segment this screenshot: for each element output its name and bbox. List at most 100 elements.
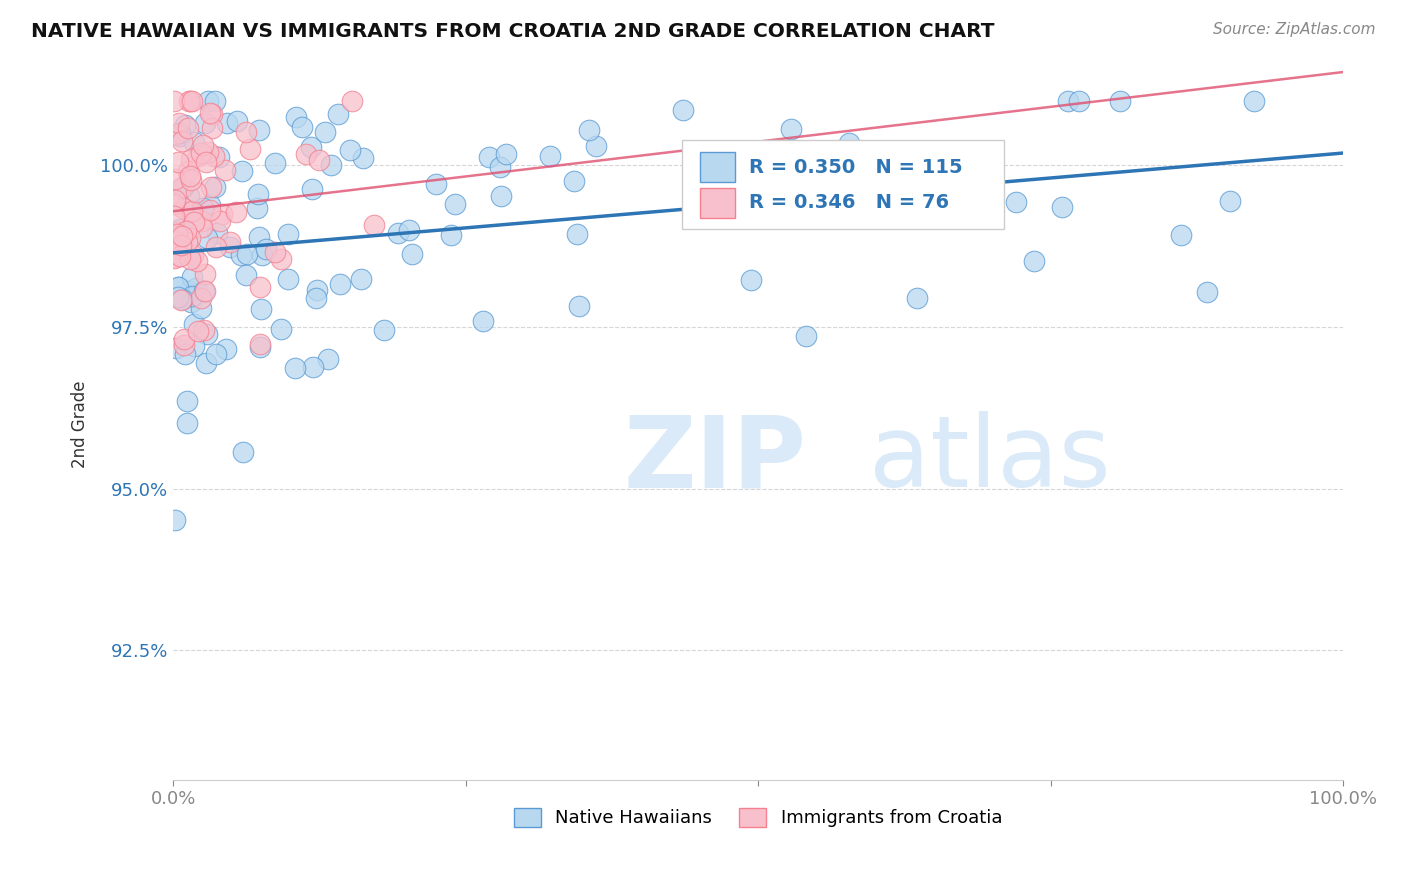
Point	[229, 248, 252, 262]
Point	[307, 283, 329, 297]
Point	[194, 356, 217, 370]
Point	[177, 284, 200, 298]
Point	[163, 94, 186, 108]
Point	[184, 281, 207, 295]
Point	[166, 225, 188, 239]
Point	[181, 210, 204, 224]
Point	[193, 284, 215, 298]
Point	[170, 181, 193, 195]
Point	[163, 234, 186, 248]
Point	[170, 293, 193, 308]
Point	[920, 194, 942, 208]
Point	[208, 150, 231, 164]
Point	[305, 291, 328, 305]
Point	[204, 240, 226, 254]
Point	[184, 185, 207, 199]
Point	[163, 210, 186, 224]
Legend: Native Hawaiians, Immigrants from Croatia: Native Hawaiians, Immigrants from Croati…	[506, 801, 1010, 835]
Point	[211, 206, 233, 220]
Point	[205, 347, 228, 361]
Point	[215, 342, 238, 356]
Point	[246, 201, 269, 215]
Point	[352, 152, 374, 166]
Point	[329, 277, 352, 292]
Point	[489, 160, 512, 174]
Point	[177, 164, 200, 178]
Point	[763, 186, 786, 201]
Point	[294, 147, 316, 161]
Point	[401, 247, 423, 261]
Point	[217, 116, 239, 130]
Point	[191, 202, 214, 216]
Point	[169, 238, 191, 252]
Point	[1069, 94, 1091, 108]
Point	[917, 158, 939, 172]
Point	[165, 513, 187, 527]
Point	[200, 106, 222, 120]
Point	[568, 299, 591, 313]
Point	[277, 272, 299, 286]
Point	[235, 125, 257, 139]
Point	[340, 94, 363, 108]
Point	[239, 142, 262, 156]
Point	[225, 204, 247, 219]
Point	[219, 235, 242, 249]
Point	[187, 149, 209, 163]
Point	[562, 174, 585, 188]
Point	[350, 272, 373, 286]
Point	[302, 360, 325, 375]
Point	[179, 252, 201, 266]
Point	[183, 248, 205, 262]
Point	[172, 201, 194, 215]
Point	[181, 289, 204, 303]
Point	[740, 273, 762, 287]
Point	[205, 226, 228, 240]
Point	[167, 280, 190, 294]
Point	[321, 157, 343, 171]
Point	[373, 323, 395, 337]
Point	[202, 149, 225, 163]
Point	[194, 268, 217, 282]
Point	[173, 332, 195, 346]
Point	[444, 197, 467, 211]
Point	[1243, 94, 1265, 108]
Point	[201, 120, 224, 135]
Point	[1005, 194, 1028, 209]
Point	[190, 146, 212, 161]
Point	[180, 294, 202, 309]
Point	[201, 106, 224, 120]
Point	[314, 125, 336, 139]
Point	[1109, 94, 1132, 108]
Point	[197, 94, 219, 108]
Text: Source: ZipAtlas.com: Source: ZipAtlas.com	[1212, 22, 1375, 37]
Point	[1170, 228, 1192, 243]
Point	[780, 122, 803, 136]
Point	[194, 155, 217, 169]
Point	[181, 269, 204, 284]
FancyBboxPatch shape	[700, 188, 735, 218]
Point	[219, 240, 242, 254]
Point	[169, 126, 191, 140]
Point	[249, 280, 271, 294]
Point	[169, 222, 191, 236]
Point	[299, 140, 322, 154]
Point	[180, 172, 202, 186]
Point	[838, 136, 860, 150]
FancyBboxPatch shape	[700, 153, 735, 182]
Point	[796, 328, 818, 343]
Point	[1219, 194, 1241, 209]
Point	[165, 172, 187, 186]
Point	[169, 249, 191, 263]
Point	[166, 227, 188, 242]
Point	[440, 228, 463, 243]
Point	[183, 318, 205, 332]
Point	[177, 120, 200, 135]
Point	[170, 292, 193, 306]
Point	[163, 242, 186, 256]
Point	[179, 169, 201, 183]
Point	[285, 110, 308, 124]
Point	[263, 156, 285, 170]
Point	[163, 196, 186, 211]
Point	[1022, 254, 1045, 268]
Text: NATIVE HAWAIIAN VS IMMIGRANTS FROM CROATIA 2ND GRADE CORRELATION CHART: NATIVE HAWAIIAN VS IMMIGRANTS FROM CROAT…	[31, 22, 994, 41]
